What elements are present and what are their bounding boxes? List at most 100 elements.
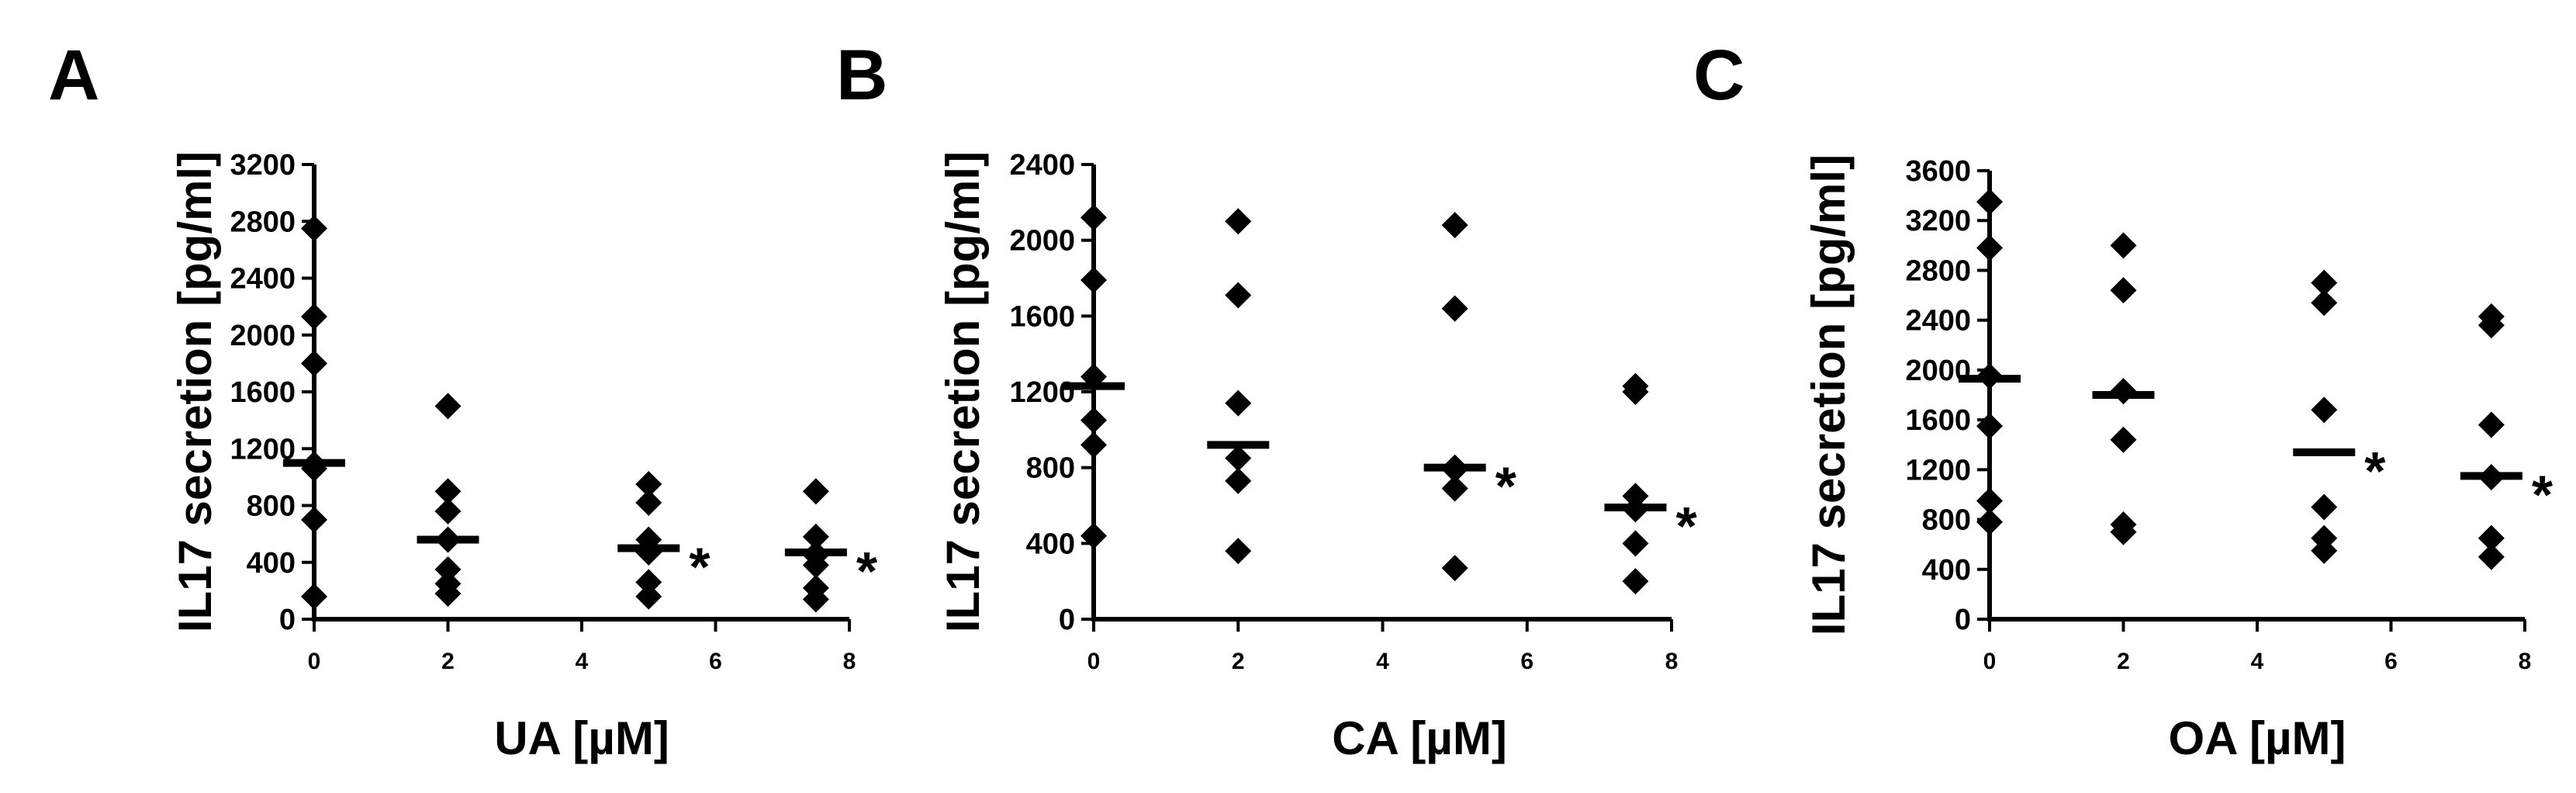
y-axis-title: IL17 secretion [pg/ml] <box>169 151 221 632</box>
data-point <box>1441 212 1468 239</box>
data-point <box>2110 232 2137 259</box>
x-tick-label: 2 <box>441 649 455 674</box>
data-point <box>1081 431 1107 459</box>
data-point <box>301 506 327 533</box>
data-point <box>802 586 829 613</box>
data-point <box>2311 269 2338 296</box>
y-tick-label: 3200 <box>230 149 296 182</box>
data-point <box>2311 493 2338 521</box>
x-tick-label: 8 <box>1665 649 1679 674</box>
y-tick-label: 0 <box>279 604 296 636</box>
data-point <box>802 523 829 550</box>
data-point <box>802 552 829 579</box>
data-point <box>1225 282 1252 309</box>
data-point <box>2110 426 2137 453</box>
data-point <box>434 556 462 583</box>
data-point <box>1225 467 1252 494</box>
data-point <box>1225 208 1252 235</box>
x-tick-label: 8 <box>2519 649 2532 674</box>
data-point <box>1622 530 1649 557</box>
chart-panel-b: B 0 400 800 1200 1600 2000 2400 0 2 4 6 8 CA [µM] IL17… <box>836 36 1697 764</box>
x-axis-title: CA [µM] <box>1332 712 1507 764</box>
y-tick-label: 400 <box>247 547 296 580</box>
data-point <box>434 580 462 608</box>
data-point <box>1441 475 1468 502</box>
panel-letter: C <box>1693 36 1744 115</box>
x-tick-label: 6 <box>1520 649 1533 674</box>
data-point <box>2110 518 2137 545</box>
data-point <box>1976 413 2003 440</box>
panel-letter: A <box>48 36 99 115</box>
data-point <box>434 393 462 420</box>
y-tick-label: 2400 <box>1905 305 1971 338</box>
y-tick-label: 2000 <box>1009 225 1075 258</box>
y-tick-label: 2000 <box>230 320 296 352</box>
y-tick-label: 1200 <box>1009 376 1075 409</box>
x-tick-label: 0 <box>1087 649 1101 674</box>
x-tick-label: 2 <box>1232 649 1245 674</box>
data-point <box>1441 295 1468 322</box>
panel-letter: B <box>836 36 887 115</box>
data-point <box>434 478 462 505</box>
data-point <box>2110 277 2137 304</box>
data-point <box>2311 537 2338 564</box>
data-point <box>301 215 327 242</box>
significance-marker: * <box>689 536 711 597</box>
x-tick-label: 8 <box>843 649 856 674</box>
data-point <box>1622 379 1649 405</box>
data-point <box>1081 407 1107 434</box>
data-point <box>1081 204 1107 231</box>
data-point <box>2477 411 2505 438</box>
data-point <box>301 350 327 377</box>
x-axis-title: UA [µM] <box>494 712 669 764</box>
significance-marker: * <box>1495 456 1517 517</box>
x-tick-label: 4 <box>1376 649 1389 674</box>
data-point <box>802 478 829 505</box>
data-point <box>1081 522 1107 549</box>
data-point <box>1976 189 2003 216</box>
y-tick-label: 2400 <box>230 263 296 296</box>
data-point <box>635 569 662 596</box>
x-tick-label: 4 <box>576 649 589 674</box>
y-tick-label: 2800 <box>230 206 296 238</box>
x-axis-title: OA [µM] <box>2169 712 2346 764</box>
y-tick-label: 0 <box>1955 604 1971 636</box>
y-tick-label: 400 <box>1026 528 1075 560</box>
y-tick-label: 1200 <box>1905 454 1971 487</box>
significance-marker: * <box>2364 441 2386 501</box>
y-tick-label: 3600 <box>1905 155 1971 188</box>
y-tick-label: 1600 <box>1009 300 1075 333</box>
data-point <box>434 497 462 525</box>
data-point <box>1441 555 1468 582</box>
x-tick-label: 2 <box>2117 649 2130 674</box>
data-point <box>1225 538 1252 565</box>
x-tick-label: 0 <box>1983 649 1997 674</box>
y-tick-label: 2800 <box>1905 255 1971 287</box>
data-point <box>301 583 327 610</box>
data-point <box>1081 266 1107 293</box>
y-tick-label: 3200 <box>1905 205 1971 237</box>
data-point <box>2311 396 2338 424</box>
data-point <box>1225 445 1252 472</box>
data-point <box>301 303 327 330</box>
data-point <box>635 583 662 610</box>
y-axis-title: IL17 secretion [pg/ml] <box>1803 154 1855 635</box>
data-point <box>2311 289 2338 317</box>
data-point <box>1225 390 1252 417</box>
data-point <box>1622 568 1649 595</box>
significance-marker: * <box>856 541 878 601</box>
data-point <box>1976 508 2003 535</box>
y-tick-label: 800 <box>1922 504 1971 537</box>
y-axis-title: IL17 secretion [pg/ml] <box>937 151 989 632</box>
data-point <box>635 471 662 498</box>
y-tick-label: 800 <box>1026 452 1075 485</box>
y-tick-label: 1600 <box>230 376 296 409</box>
data-point <box>1622 483 1649 510</box>
data-point <box>2477 543 2505 570</box>
y-tick-label: 400 <box>1922 554 1971 587</box>
data-point <box>635 489 662 516</box>
significance-marker: * <box>1675 496 1697 556</box>
